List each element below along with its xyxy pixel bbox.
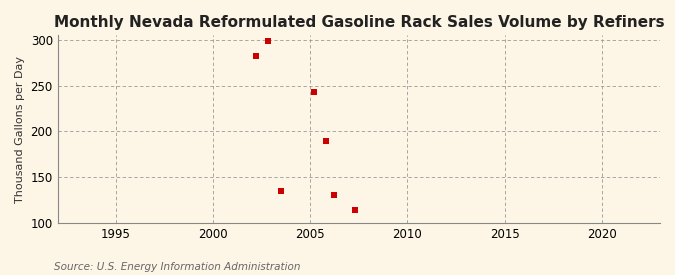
Point — [328, 192, 339, 197]
Point — [321, 138, 331, 143]
Point — [350, 208, 360, 212]
Title: Monthly Nevada Reformulated Gasoline Rack Sales Volume by Refiners: Monthly Nevada Reformulated Gasoline Rac… — [53, 15, 664, 30]
Point — [308, 90, 319, 94]
Point — [275, 189, 286, 193]
Point — [250, 54, 261, 59]
Point — [262, 39, 273, 43]
Text: Source: U.S. Energy Information Administration: Source: U.S. Energy Information Administ… — [54, 262, 300, 272]
Y-axis label: Thousand Gallons per Day: Thousand Gallons per Day — [15, 56, 25, 203]
